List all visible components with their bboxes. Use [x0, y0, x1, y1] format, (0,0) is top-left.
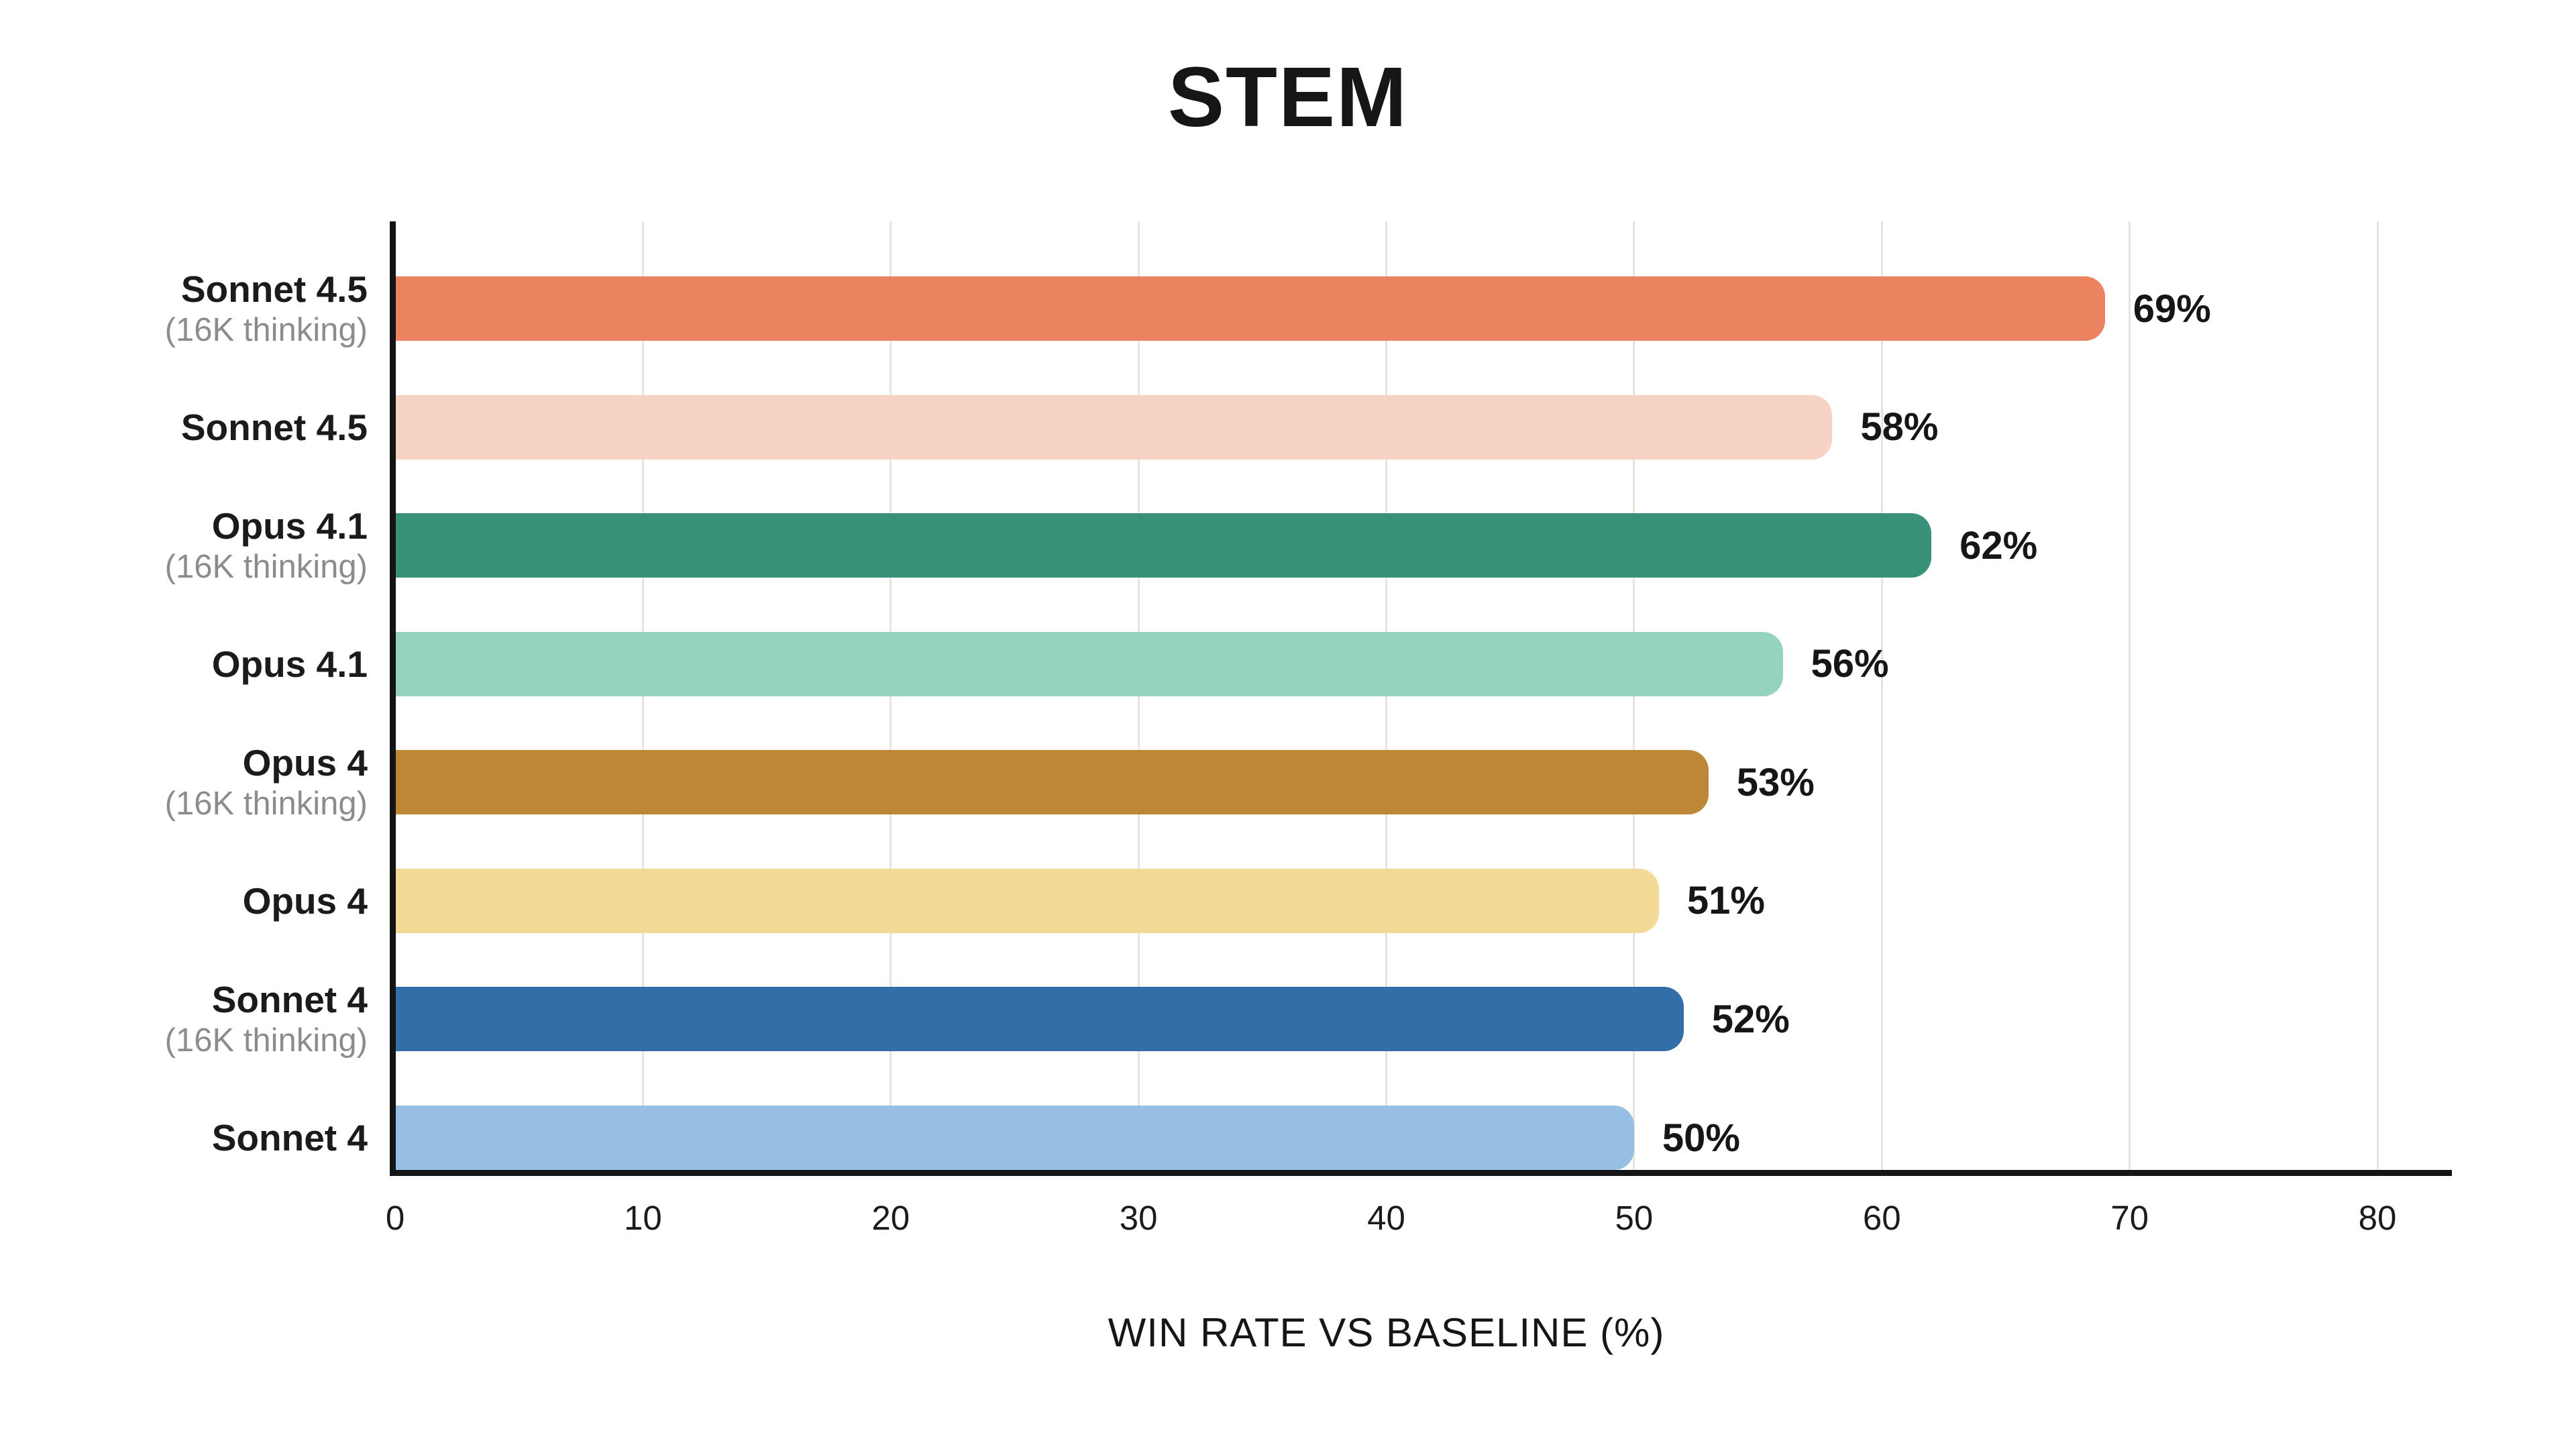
category-label: Opus 4.1 (16K thinking): [0, 504, 368, 586]
category-label: Opus 4 (16K thinking): [0, 741, 368, 823]
bar-opus-4.1: [395, 631, 1783, 696]
category-label: Sonnet 4.5: [0, 406, 368, 449]
bar-value-label: 53%: [1736, 760, 1815, 804]
y-axis-line: [390, 221, 396, 1175]
category-label-sub: (16K thinking): [164, 1022, 368, 1059]
bar-sonnet-4.5: [395, 394, 1833, 460]
category-label: Sonnet 4: [0, 1116, 368, 1159]
category-label: Sonnet 4 (16K thinking): [0, 978, 368, 1060]
category-label-sub: (16K thinking): [164, 312, 368, 348]
bar-opus-4-16k-thinking: [395, 750, 1709, 815]
category-label-main: Sonnet 4.5: [180, 406, 368, 448]
x-axis-title: WIN RATE VS BASELINE (%): [1108, 1310, 1665, 1355]
bar-value-label: 62%: [1960, 523, 2038, 568]
bar-opus-4.1-16k-thinking: [395, 513, 1932, 578]
category-label-main: Sonnet 4: [211, 979, 368, 1021]
bar-opus-4: [395, 868, 1659, 933]
bar-value-label: 69%: [2133, 286, 2211, 331]
x-axis-line: [390, 1170, 2452, 1176]
bar-sonnet-4: [395, 1106, 1634, 1170]
category-label-main: Opus 4.1: [211, 505, 368, 547]
gridline-70: [2129, 221, 2131, 1170]
x-tick-60: 60: [1862, 1199, 1901, 1237]
category-label: Opus 4: [0, 879, 368, 922]
chart-title: STEM: [1167, 50, 1408, 144]
bar-sonnet-4.5-16k-thinking: [395, 276, 2105, 341]
bar-value-label: 51%: [1686, 879, 1765, 923]
x-tick-50: 50: [1615, 1199, 1654, 1237]
category-label-main: Opus 4: [242, 742, 368, 784]
category-label-main: Opus 4: [242, 879, 368, 922]
plot-area: 69% 58% 62% 56% 53% 51% 52% 50%: [395, 221, 2379, 1170]
bar-value-label: 50%: [1662, 1116, 1740, 1160]
category-label-main: Sonnet 4.5: [180, 268, 368, 310]
bar-sonnet-4-16k-thinking: [395, 987, 1684, 1052]
x-tick-30: 30: [1119, 1199, 1158, 1237]
gridline-60: [1880, 221, 1883, 1170]
category-label-main: Sonnet 4: [211, 1117, 368, 1159]
x-tick-70: 70: [2110, 1199, 2149, 1237]
category-label-main: Opus 4.1: [211, 643, 368, 685]
category-label-sub: (16K thinking): [164, 786, 368, 822]
bar-value-label: 52%: [1711, 997, 1790, 1041]
category-label: Sonnet 4.5 (16K thinking): [0, 268, 368, 350]
x-tick-0: 0: [385, 1199, 405, 1237]
bar-value-label: 58%: [1860, 405, 1939, 449]
bar-value-label: 56%: [1811, 642, 1889, 686]
x-tick-40: 40: [1367, 1199, 1405, 1237]
x-tick-10: 10: [624, 1199, 662, 1237]
category-label-sub: (16K thinking): [164, 549, 368, 586]
x-tick-80: 80: [2358, 1199, 2397, 1237]
category-label: Opus 4.1: [0, 643, 368, 686]
x-tick-20: 20: [871, 1199, 910, 1237]
gridline-80: [2376, 221, 2379, 1170]
